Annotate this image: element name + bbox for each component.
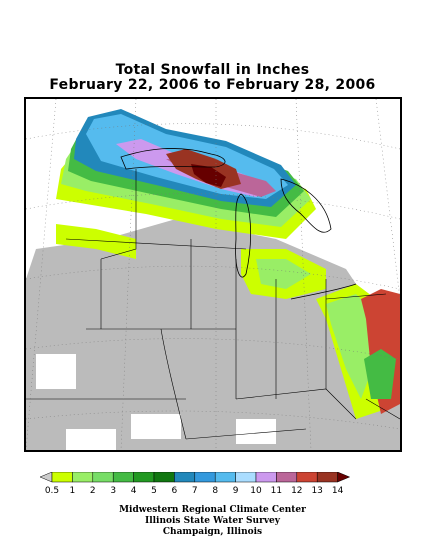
legend-swatch bbox=[112, 472, 134, 483]
credit-line-1: Midwestern Regional Climate Center bbox=[119, 505, 306, 515]
map-date-range: February 22, 2006 to February 28, 2006 bbox=[49, 77, 376, 93]
snow-band-3 bbox=[364, 349, 396, 399]
legend-swatch bbox=[174, 472, 196, 483]
legend-label: 14 bbox=[331, 486, 344, 496]
legend-swatch bbox=[296, 472, 318, 483]
legend-swatch bbox=[153, 472, 175, 483]
legend-swatch bbox=[194, 472, 216, 483]
legend-swatch bbox=[133, 472, 155, 483]
snow-band-14 bbox=[191, 164, 226, 187]
legend-label: 5 bbox=[151, 486, 157, 496]
lat-lon-grid bbox=[26, 99, 400, 450]
legend-label: 13 bbox=[311, 486, 323, 496]
lake-outlines bbox=[120, 148, 357, 300]
legend-label: 4 bbox=[130, 486, 137, 496]
legend-label: 11 bbox=[270, 486, 283, 496]
legend-swatch bbox=[214, 472, 236, 483]
legend-label: 2 bbox=[89, 486, 96, 496]
legend-swatch bbox=[40, 472, 53, 483]
legend-label: 6 bbox=[171, 486, 178, 496]
legend-label: 9 bbox=[232, 486, 239, 496]
map-title: Total Snowfall in Inches bbox=[115, 62, 310, 78]
credit-line-3: Champaign, Illinois bbox=[162, 527, 263, 537]
no-data-patch bbox=[131, 414, 181, 439]
snowfall-map bbox=[24, 97, 402, 452]
legend-label: 10 bbox=[250, 486, 262, 496]
legend-swatch bbox=[255, 472, 277, 483]
legend-label: 3 bbox=[110, 486, 117, 496]
legend-label: 8 bbox=[212, 486, 219, 496]
legend-swatch bbox=[51, 472, 73, 483]
credit-line-2: Illinois State Water Survey bbox=[144, 516, 281, 526]
legend-swatch bbox=[235, 472, 257, 483]
legend-swatch bbox=[72, 472, 94, 483]
color-legend bbox=[40, 472, 351, 483]
snow-band-1 bbox=[256, 259, 311, 289]
legend-swatch bbox=[92, 472, 114, 483]
no-data-patch bbox=[236, 419, 276, 444]
legend-label: 0.5 bbox=[44, 486, 60, 496]
legend-label: 1 bbox=[69, 486, 76, 496]
legend-swatch bbox=[316, 472, 338, 483]
legend-label: 12 bbox=[291, 486, 303, 496]
no-data-patch bbox=[36, 354, 76, 389]
legend-swatch bbox=[337, 472, 351, 483]
snow-band-1 bbox=[326, 294, 376, 399]
snow-band-0.5 bbox=[56, 224, 136, 259]
legend-label: 7 bbox=[191, 486, 198, 496]
legend-swatch bbox=[276, 472, 298, 483]
no-data-patch bbox=[66, 429, 116, 450]
